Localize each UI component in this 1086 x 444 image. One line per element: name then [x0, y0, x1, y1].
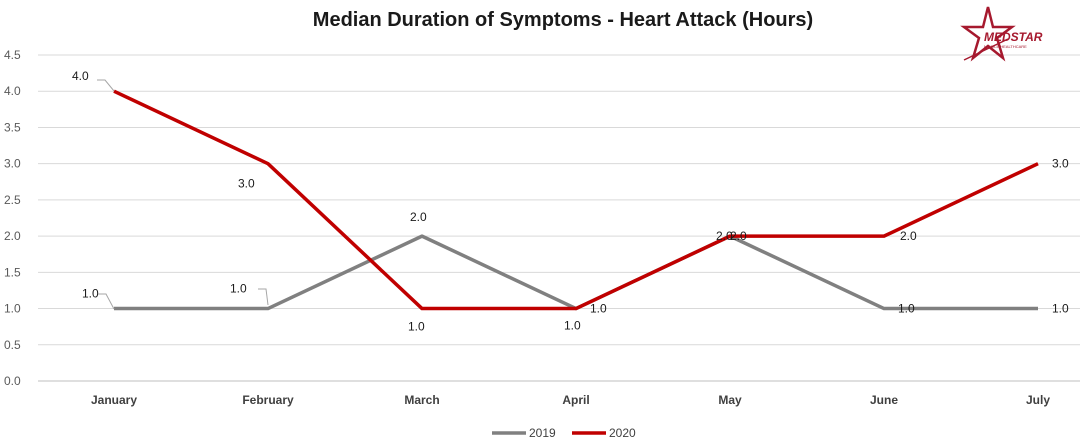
data-label-2019: 1.0	[82, 287, 99, 301]
x-tick-label: July	[1026, 393, 1050, 407]
data-label-2019: 2.0	[410, 210, 427, 224]
data-label-2020: 3.0	[1052, 157, 1069, 171]
y-tick-label: 0.0	[4, 374, 21, 388]
y-tick-label: 3.5	[4, 120, 21, 134]
series-line-2020	[113, 89, 1039, 311]
x-tick-label: January	[91, 393, 137, 407]
logo-subtext: MOBILE HEALTHCARE	[984, 44, 1027, 49]
data-label-2020: 4.0	[72, 69, 89, 83]
data-label-2019: 1.0	[564, 319, 581, 333]
data-label-2020: 1.0	[408, 320, 425, 334]
leader-line	[98, 293, 115, 310]
data-label-2020: 3.0	[238, 177, 255, 191]
legend-label-2020: 2020	[609, 426, 636, 440]
legend-label-2019: 2019	[529, 426, 556, 440]
x-tick-label: June	[870, 393, 898, 407]
data-label-2020: 2.0	[900, 229, 917, 243]
x-tick-label: March	[404, 393, 439, 407]
medstar-logo: MEDSTAR MOBILE HEALTHCARE	[960, 6, 1043, 62]
logo-wordmark: MEDSTAR	[984, 30, 1043, 44]
x-tick-label: May	[718, 393, 742, 407]
data-label-2019: 1.0	[1052, 302, 1069, 316]
y-axis-ticks: 0.0 0.5 1.0 1.5 2.0 2.5 3.0 3.5 4.0 4.5	[4, 48, 21, 388]
chart-title: Median Duration of Symptoms - Heart Atta…	[312, 9, 814, 31]
data-label-2020: 1.0	[590, 302, 607, 316]
y-tick-label: 4.5	[4, 48, 21, 62]
data-label-2020: 2.0	[716, 229, 733, 243]
y-tick-label: 1.0	[4, 302, 21, 316]
y-tick-label: 2.5	[4, 193, 21, 207]
y-tick-label: 4.0	[4, 84, 21, 98]
x-tick-label: April	[562, 393, 589, 407]
leader-line	[258, 288, 269, 306]
y-tick-label: 2.0	[4, 229, 21, 243]
y-tick-label: 1.5	[4, 265, 21, 279]
legend: 2019 2020	[492, 426, 636, 440]
x-tick-label: February	[242, 393, 294, 407]
data-label-2019: 1.0	[898, 302, 915, 316]
x-axis-ticks: January February March April May June July	[91, 393, 1050, 407]
data-label-2019: 1.0	[230, 282, 247, 296]
series-lines	[113, 89, 1039, 311]
data-label-2019: 2.0	[730, 229, 747, 243]
y-tick-label: 0.5	[4, 338, 21, 352]
y-tick-label: 3.0	[4, 157, 21, 171]
star-icon	[960, 6, 1016, 62]
logo-swoosh	[963, 38, 1009, 61]
data-labels: 1.0 1.02.01.02.01.0 1.04.03.01.01.02.0 2.03…	[72, 69, 1069, 333]
leader-line	[97, 79, 115, 92]
